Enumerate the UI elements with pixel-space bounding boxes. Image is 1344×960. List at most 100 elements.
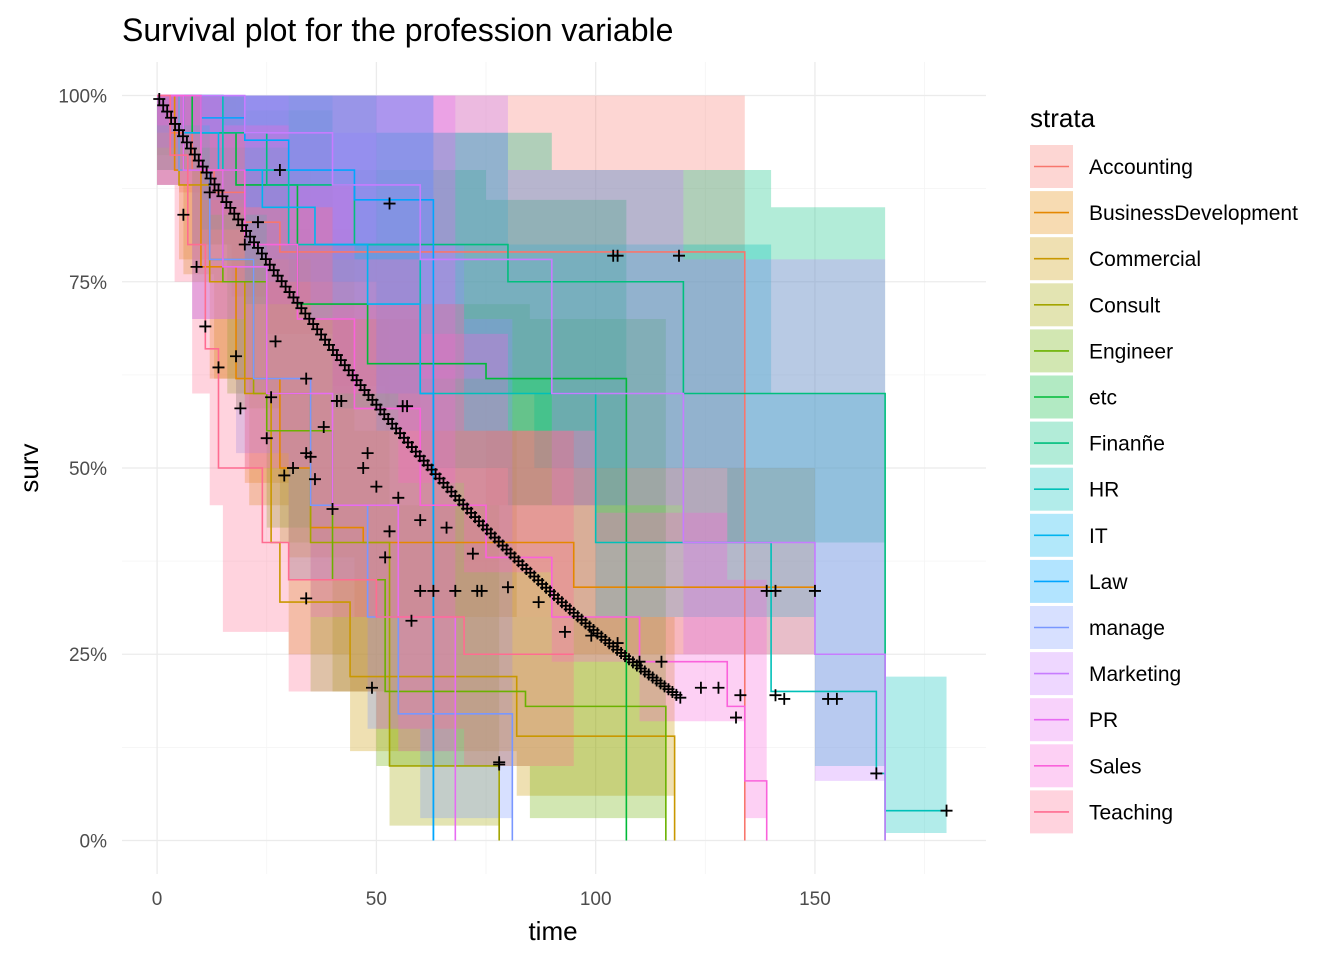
censor-mark <box>300 592 313 605</box>
legend-label: Consult <box>1089 294 1160 317</box>
x-tick-label: 50 <box>366 889 387 910</box>
censor-mark <box>273 164 286 177</box>
legend-item: etc <box>1030 375 1117 419</box>
survival-line-it <box>157 94 435 841</box>
y-tick-label: 0% <box>80 831 108 852</box>
legend-item: HR <box>1030 467 1119 511</box>
legend-label: IT <box>1089 525 1108 548</box>
censor-mark <box>440 521 453 534</box>
censor-mark <box>165 111 178 124</box>
confidence-band-it <box>157 95 434 468</box>
confidence-band-hr <box>157 95 947 834</box>
y-tick-label: 50% <box>69 459 107 480</box>
censor-mark <box>401 400 414 413</box>
confidence-band-finanñe <box>157 95 886 580</box>
y-tick-label: 100% <box>58 87 107 108</box>
censor-mark <box>326 502 339 515</box>
confidence-band-accounting <box>157 95 745 580</box>
legend-item: Engineer <box>1030 329 1173 373</box>
x-tick-label: 100 <box>580 889 612 910</box>
survival-line-marketing <box>157 94 886 841</box>
x-axis-title: time <box>528 916 577 946</box>
legend-item: Accounting <box>1030 145 1193 188</box>
legend-label: Marketing <box>1089 663 1181 686</box>
censor-mark <box>778 692 791 705</box>
legend-item: Commercial <box>1030 237 1201 281</box>
censor-mark <box>501 581 514 594</box>
legend-item: Consult <box>1030 283 1160 327</box>
censor-mark <box>558 625 571 638</box>
confidence-band-businessdevelopment <box>157 95 815 655</box>
y-tick-labels: 0% 25% 50% 75% 100% <box>58 87 107 853</box>
chart-title: Survival plot for the profession variabl… <box>122 12 673 48</box>
censor-mark <box>730 711 743 724</box>
confidence-band-law <box>157 95 434 282</box>
censor-mark <box>357 462 370 474</box>
y-axis-title: surv <box>14 443 44 492</box>
censor-mark <box>192 154 205 167</box>
censor-mark <box>585 629 598 642</box>
censor-mark <box>177 208 190 221</box>
censor-mark <box>260 432 273 445</box>
censor-mark <box>234 402 247 415</box>
censor-mark <box>308 473 321 486</box>
censor-mark <box>300 372 313 385</box>
censor-mark <box>493 758 506 771</box>
confidence-bands <box>157 95 947 841</box>
censor-mark <box>694 681 707 694</box>
censor-mark <box>212 361 225 374</box>
censor-mark <box>940 804 953 817</box>
censor-mark <box>405 614 418 627</box>
censor-mark <box>153 93 166 106</box>
legend-label: manage <box>1089 617 1165 640</box>
censor-mark <box>414 584 427 597</box>
censor-mark <box>304 450 317 463</box>
censor-mark <box>427 584 440 597</box>
legend-label: Engineer <box>1089 340 1173 363</box>
censor-mark <box>449 584 462 597</box>
censor-mark <box>169 117 182 130</box>
legend-label: etc <box>1089 387 1117 410</box>
legend-item: Finanñe <box>1030 421 1165 465</box>
censor-mark <box>265 391 278 404</box>
censor-mark <box>808 584 821 597</box>
censor-mark <box>475 584 488 597</box>
confidence-band-etc <box>157 95 627 536</box>
censor-mark <box>180 136 193 149</box>
censor-mark <box>203 186 216 199</box>
censor-mark <box>672 249 685 262</box>
censor-mark <box>532 596 545 609</box>
censor-mark <box>383 525 396 538</box>
confidence-band-engineer <box>157 95 666 819</box>
censor-mark <box>734 689 747 702</box>
legend-label: Finanñe <box>1089 433 1165 456</box>
censor-mark <box>317 421 330 434</box>
legend-label: Teaching <box>1089 801 1173 824</box>
x-tick-label: 0 <box>152 889 163 910</box>
censor-mark <box>769 584 782 597</box>
legend: Accounting BusinessDevelopment Commercial C… <box>1030 145 1298 834</box>
censor-mark <box>184 142 197 155</box>
censor-mark <box>238 238 251 251</box>
legend-label: BusinessDevelopment <box>1089 202 1298 225</box>
legend-label: HR <box>1089 479 1119 502</box>
censor-mark <box>335 394 348 407</box>
confidence-band-consult <box>157 95 500 826</box>
censor-mark <box>611 249 624 262</box>
censor-mark <box>674 691 687 704</box>
confidence-band-marketing <box>157 95 886 841</box>
legend-item: IT <box>1030 513 1108 557</box>
censor-mark <box>199 320 212 333</box>
legend-item: PR <box>1030 698 1118 742</box>
censor-mark <box>287 462 300 474</box>
censor-mark <box>161 105 174 118</box>
censor-mark <box>176 130 189 143</box>
legend-item: manage <box>1030 606 1165 649</box>
legend-item: Law <box>1030 559 1128 603</box>
censor-mark <box>230 350 243 363</box>
x-tick-label: 150 <box>799 889 831 910</box>
x-tick-labels: 0 50 100 150 <box>152 889 831 910</box>
y-tick-label: 75% <box>69 273 107 294</box>
censor-mark <box>379 551 392 564</box>
legend-label: PR <box>1089 709 1118 732</box>
